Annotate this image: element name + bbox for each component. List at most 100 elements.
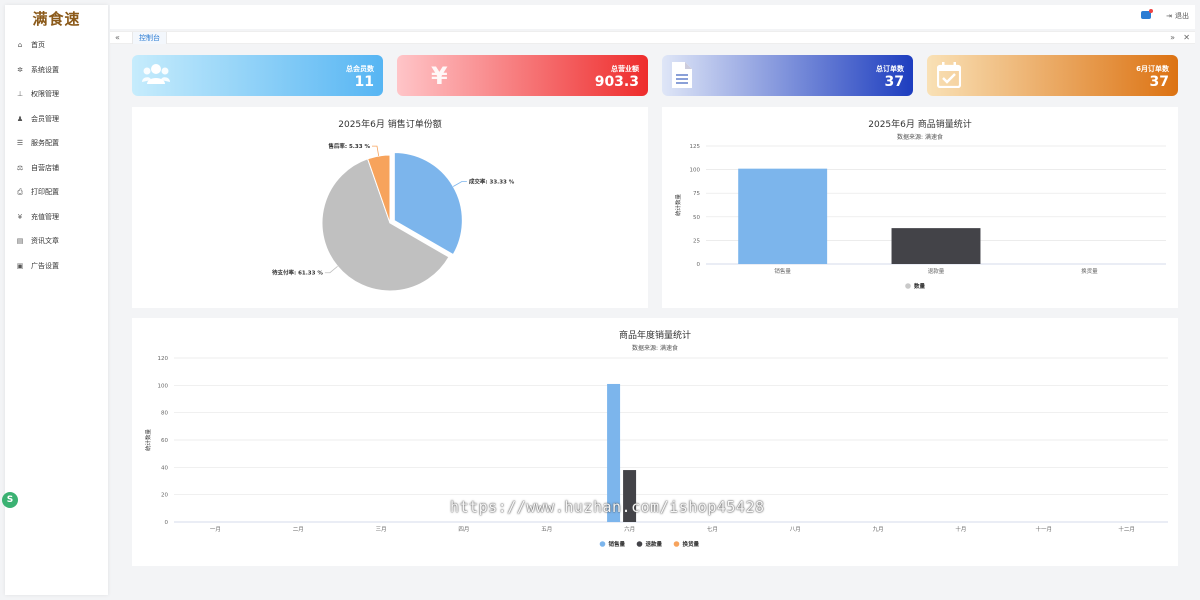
legend-label: 数量: [914, 282, 926, 290]
sidebar-item-label: 会员管理: [31, 114, 59, 123]
chart-title: 商品年度销量统计: [618, 331, 691, 341]
yen-icon: ¥: [17, 212, 23, 221]
y-tick-label: 40: [161, 465, 168, 471]
watermark: https://www.huzhan.com/ishop45428: [450, 498, 765, 516]
balance-icon: ⚖: [16, 163, 24, 172]
y-tick-label: 100: [690, 168, 701, 174]
legend-marker: [636, 541, 643, 547]
sidebar-item[interactable]: ▤ 资讯文章: [5, 229, 108, 254]
x-tick-label: 六月: [624, 525, 635, 533]
y-tick-label: 125: [690, 144, 701, 150]
x-tick-label: 三月: [376, 526, 387, 533]
stat-label: 总营业额: [611, 65, 639, 73]
y-tick-label: 0: [697, 262, 701, 268]
y-tick-label: 50: [693, 215, 700, 221]
sidebar-item-label: 广告设置: [31, 261, 59, 270]
legend-marker: [673, 541, 680, 547]
printer-icon: ⎙: [17, 187, 23, 196]
pie-leader-line: [324, 266, 338, 274]
sidebar-item-label: 首页: [31, 41, 45, 50]
bar: [738, 168, 828, 264]
logout-label: 退出: [1175, 12, 1189, 20]
users-icon: ♟: [16, 114, 24, 123]
y-tick-label: 100: [158, 383, 169, 389]
stat-label: 总订单数: [876, 65, 904, 73]
bar: [623, 470, 637, 522]
sidebar-item-label: 充值管理: [31, 212, 59, 221]
sidebar-item[interactable]: ▣ 广告设置: [5, 254, 108, 279]
sitemap-icon: ⊥: [16, 90, 24, 99]
y-tick-label: 75: [693, 191, 700, 197]
sidebar-nav: ⌂ 首页 ✲ 系统设置 ⊥ 权限管理 ♟ 会员管理 ☰ 服务配置 ⚖ 自营店铺 ⎙ 打印配置 ¥ 充值管理 ▤ 资…: [5, 33, 108, 278]
y-axis-label: 统计数量: [674, 194, 682, 217]
stat-value: 903.3: [594, 74, 639, 90]
legend-marker: [905, 283, 911, 289]
tab-dashboard[interactable]: 控制台: [132, 32, 167, 44]
legend-label: 销售量: [609, 540, 626, 548]
sidebar-item[interactable]: ✲ 系统设置: [5, 58, 108, 83]
chart-subtitle: 数据来源: 满速食: [897, 134, 943, 141]
document-icon: [672, 62, 692, 94]
tab-scroll-right-icon[interactable]: »: [1170, 33, 1175, 42]
newspaper-icon: ▤: [16, 237, 24, 246]
sidebar-item-label: 系统设置: [31, 65, 59, 74]
x-tick-label: 十二月: [1118, 525, 1135, 533]
stat-card-month-orders: 6月订单数 37: [927, 55, 1178, 96]
sidebar-item[interactable]: ⌂ 首页: [5, 33, 108, 58]
sidebar-item-label: 资讯文章: [31, 237, 59, 246]
sidebar-item-label: 服务配置: [31, 139, 59, 148]
legend-label: 退款量: [646, 540, 663, 548]
year-bar-chart-panel: 商品年度销量统计 数据来源: 满速食 0 20 40 60 80 100 120 统计数量 一月…: [132, 318, 1178, 566]
x-tick-label: 五月: [541, 526, 552, 533]
sidebar-item-label: 权限管理: [31, 90, 59, 99]
sidebar-item-label: 自营店铺: [31, 163, 59, 172]
y-tick-label: 0: [165, 520, 169, 526]
y-tick-label: 120: [158, 356, 169, 362]
users-icon: [142, 62, 170, 92]
sidebar-item[interactable]: ⎙ 打印配置: [5, 180, 108, 205]
tab-scroll-left-icon[interactable]: «: [115, 33, 120, 42]
month-bar-chart-panel: 2025年6月 商品销量统计 数据来源: 满速食 0 25 50 75 100 125 统计…: [662, 107, 1178, 308]
x-tick-label: 退款量: [928, 267, 945, 275]
pie-leader-line: [371, 145, 380, 157]
bar: [607, 383, 621, 522]
pie-data-label: 待支付率: 61.33 %: [272, 269, 323, 277]
chart-title: 2025年6月 销售订单份额: [338, 120, 442, 130]
x-tick-label: 一月: [210, 526, 221, 533]
sidebar-item[interactable]: ⊥ 权限管理: [5, 82, 108, 107]
pie-slice: [321, 158, 450, 292]
x-tick-label: 九月: [873, 525, 884, 533]
pie-data-label: 成交率: 33.33 %: [469, 178, 515, 186]
sidebar-item[interactable]: ☰ 服务配置: [5, 131, 108, 156]
chart-subtitle: 数据来源: 满速食: [632, 345, 678, 352]
y-axis-label: 统计数量: [144, 429, 152, 452]
home-icon: ⌂: [17, 41, 23, 50]
pie-data-label: 售后率: 5.33 %: [328, 142, 370, 150]
chart-title: 2025年6月 商品销量统计: [868, 120, 972, 130]
x-tick-label: 四月: [458, 526, 469, 533]
stat-card-orders: 总订单数 37: [662, 55, 913, 96]
stat-card-members: 总会员数 11: [132, 55, 383, 96]
pie-chart: 成交率: 33.33 % 待支付率: 61.33 % 售后率: 5.33 %: [272, 142, 515, 292]
stat-value: 11: [354, 74, 374, 90]
stat-label: 总会员数: [346, 65, 374, 73]
sidebar-item[interactable]: ♟ 会员管理: [5, 107, 108, 132]
sidebar-item[interactable]: ¥ 充值管理: [5, 205, 108, 230]
y-tick-label: 20: [161, 493, 168, 499]
logout-button[interactable]: ⇥ 退出: [1166, 11, 1189, 21]
close-tabs-icon[interactable]: ✕: [1183, 33, 1190, 42]
sidebar-item[interactable]: ⚖ 自营店铺: [5, 156, 108, 181]
pie-slice: [393, 151, 463, 256]
app-logo: 满食速: [32, 10, 81, 28]
stat-value: 37: [1149, 74, 1169, 90]
legend-marker: [599, 541, 606, 547]
y-tick-label: 80: [161, 411, 168, 417]
floating-badge-icon[interactable]: S: [2, 492, 18, 508]
x-tick-label: 十月: [955, 525, 966, 533]
x-tick-label: 换货量: [1081, 267, 1098, 275]
stat-label: 6月订单数: [1136, 65, 1169, 73]
x-tick-label: 八月: [790, 526, 801, 533]
notification-icon[interactable]: [1141, 9, 1153, 19]
